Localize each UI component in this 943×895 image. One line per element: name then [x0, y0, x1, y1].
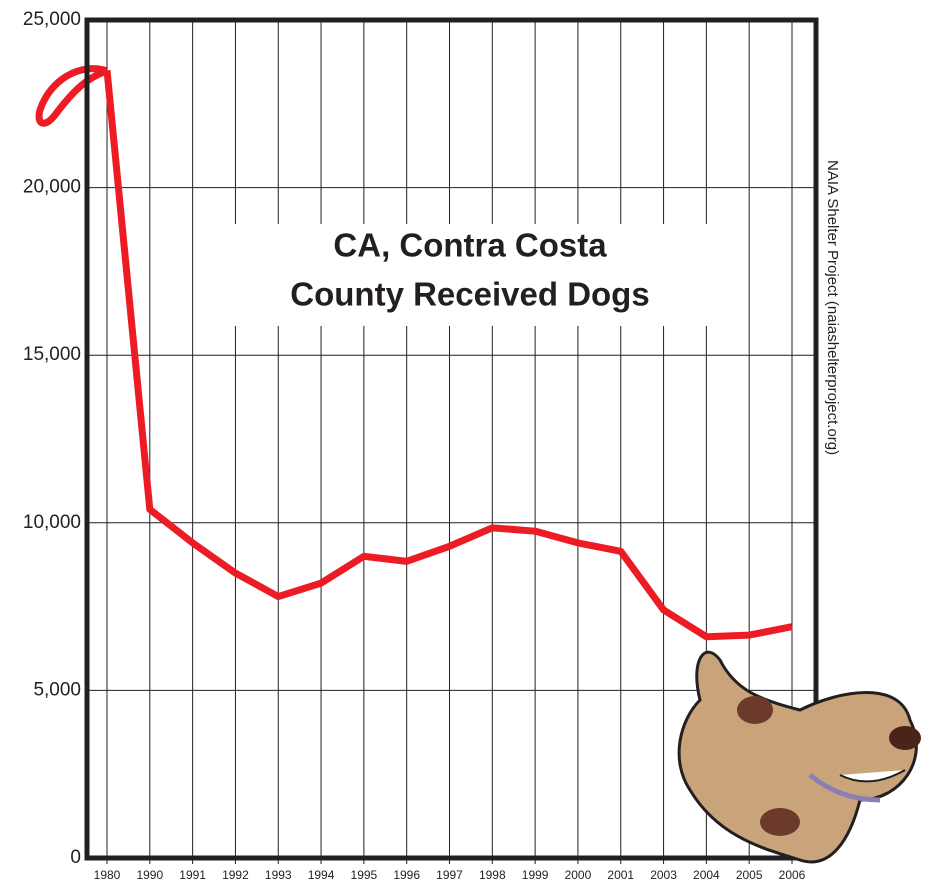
x-tick-label: 1990 [136, 868, 163, 882]
x-tick-label: 1991 [179, 868, 206, 882]
x-tick-label: 2005 [736, 868, 763, 882]
x-tick-label: 1998 [479, 868, 506, 882]
x-tick-label: 1997 [436, 868, 463, 882]
x-tick-label: 1999 [522, 868, 549, 882]
y-tick-label: 5,000 [33, 679, 81, 700]
plot-frame [84, 17, 819, 861]
dog-illustration [677, 650, 921, 864]
x-tick-label: 2001 [607, 868, 634, 882]
data-line [103, 69, 793, 641]
y-tick-label: 25,000 [23, 9, 81, 30]
x-tick-label: 2006 [779, 868, 806, 882]
x-tick-label: 2004 [693, 868, 720, 882]
x-tick-label: 1995 [351, 868, 378, 882]
x-tick-label: 1996 [393, 868, 420, 882]
y-tick-label: 10,000 [23, 512, 81, 533]
y-tick-label: 20,000 [23, 177, 81, 198]
chart-title: CA, Contra Costa [333, 227, 607, 264]
x-tick-label: 1993 [265, 868, 292, 882]
x-tick-label: 1992 [222, 868, 249, 882]
x-tick-label: 1994 [308, 868, 335, 882]
decorative-curl [35, 65, 109, 127]
x-tick-label: 2000 [565, 868, 592, 882]
source-note: NAIA Shelter Project (naiashelterproject… [824, 160, 841, 455]
x-tick-label: 1980 [94, 868, 121, 882]
title-box [222, 224, 718, 326]
y-tick-label: 0 [70, 847, 81, 868]
chart-title: County Received Dogs [290, 276, 649, 313]
x-tick-label: 2003 [650, 868, 677, 882]
y-tick-label: 15,000 [23, 344, 81, 365]
